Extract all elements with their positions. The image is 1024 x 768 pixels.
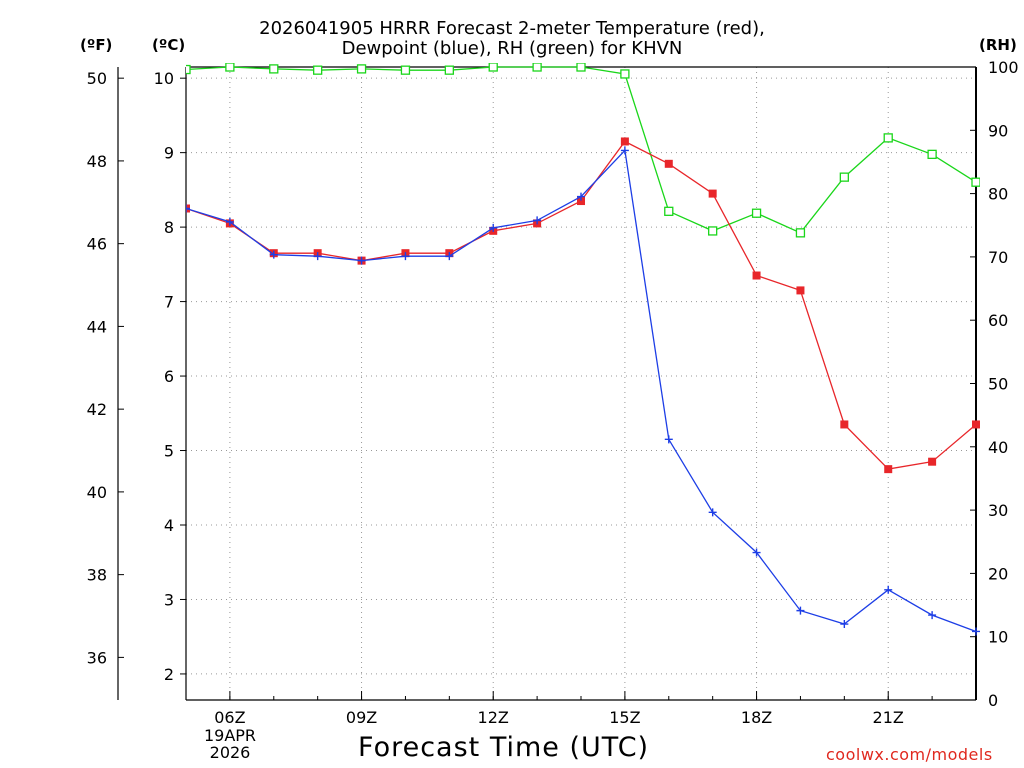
fahrenheit-tick-label: 40: [87, 483, 107, 502]
dewpoint-point: [313, 252, 322, 261]
celsius-tick-label: 9: [164, 144, 174, 163]
rh-point: [751, 208, 762, 218]
rh-tick-label: 80: [988, 185, 1008, 204]
rh-point: [971, 177, 980, 187]
temperature-point: [577, 197, 585, 206]
dewpoint-point: [577, 192, 585, 201]
fahrenheit-tick-label: 42: [87, 400, 107, 419]
rh-point: [488, 63, 498, 72]
date-label-month: 19APR: [203, 726, 257, 745]
celsius-tick-label: 10: [154, 69, 174, 88]
rh-point: [356, 64, 367, 74]
dewpoint-point: [796, 606, 805, 615]
series-group: [186, 63, 980, 636]
dewpoint-point: [401, 252, 410, 261]
temperature-point: [928, 457, 937, 466]
chart-title-line-2: Dewpoint (blue), RH (green) for KHVN: [341, 38, 683, 59]
rh-line: [186, 66, 977, 234]
x-tick-label: 06Z: [214, 708, 245, 727]
temperature-line: [186, 140, 977, 470]
dewpoint-point: [489, 223, 498, 232]
rh-point: [664, 206, 674, 216]
rh-point: [269, 64, 279, 74]
temperature-point: [840, 420, 849, 429]
temperature-point: [708, 189, 717, 198]
rh-tick-label: 20: [988, 564, 1008, 583]
rh-tick-label: 0: [988, 691, 998, 710]
dewpoint-point: [972, 627, 980, 636]
rh-tick-label: 50: [988, 375, 1008, 394]
x-tick-label: 21Z: [873, 708, 904, 727]
rh-point: [313, 65, 323, 75]
dewpoint-point: [708, 508, 717, 517]
rh-tick-label: 60: [988, 311, 1008, 330]
temperature-point: [752, 271, 761, 280]
dewpoint-point: [445, 252, 454, 261]
celsius-axis-unit: (ºC): [152, 36, 186, 54]
fahrenheit-tick-label: 50: [87, 69, 107, 88]
dewpoint-point: [533, 216, 542, 225]
rh-point: [708, 226, 718, 236]
fahrenheit-tick-label: 48: [87, 152, 107, 171]
rh-point: [532, 63, 542, 72]
celsius-tick-label: 8: [164, 218, 174, 237]
dewpoint-point: [840, 620, 849, 629]
x-tick-label: 12Z: [478, 708, 509, 727]
fahrenheit-tick-label: 46: [87, 235, 107, 254]
fahrenheit-tick-label: 36: [87, 648, 107, 667]
celsius-tick-label: 5: [164, 442, 174, 461]
rh-point: [576, 63, 586, 72]
rh-tick-label: 10: [988, 628, 1008, 647]
rh-tick-label: 30: [988, 501, 1008, 520]
rh-tick-label: 70: [988, 248, 1008, 267]
rh-point: [927, 149, 937, 160]
chart-title-line-1: 2026041905 HRRR Forecast 2-meter Tempera…: [259, 18, 765, 39]
x-axis-label: Forecast Time (UTC): [358, 732, 650, 763]
rh-point: [444, 65, 454, 75]
rh-point: [883, 133, 893, 143]
celsius-tick-label: 3: [164, 590, 174, 609]
rh-tick-label: 90: [988, 121, 1008, 140]
x-tick-label: 09Z: [346, 708, 377, 727]
rh-point: [400, 65, 411, 75]
dewpoint-point: [752, 548, 761, 557]
x-tick-label: 15Z: [609, 708, 640, 727]
dewpoint-point: [928, 611, 937, 620]
rh-point: [839, 172, 849, 182]
rh-point: [620, 69, 630, 79]
dewpoint-point: [664, 435, 673, 444]
rh-point: [186, 64, 191, 75]
fahrenheit-tick-label: 38: [87, 566, 107, 585]
rh-tick-label: 40: [988, 438, 1008, 457]
dewpoint-point: [269, 250, 278, 259]
x-tick-label: 18Z: [741, 708, 772, 727]
temperature-point: [884, 465, 893, 474]
celsius-tick-label: 4: [164, 516, 174, 535]
celsius-tick-label: 2: [164, 665, 174, 684]
temperature-point: [664, 159, 673, 168]
fahrenheit-axis-unit: (ºF): [80, 36, 113, 54]
dewpoint-point: [620, 146, 629, 155]
fahrenheit-tick-label: 44: [87, 317, 107, 336]
rh-point: [225, 63, 235, 72]
date-label-year: 2026: [209, 743, 251, 762]
temperature-point: [972, 420, 980, 429]
rh-axis-unit: (RH): [979, 36, 1017, 54]
rh-tick-label: 100: [988, 58, 1019, 77]
celsius-tick-label: 7: [164, 293, 174, 312]
dewpoint-point: [186, 204, 190, 213]
dewpoint-point: [884, 585, 893, 594]
dewpoint-point: [225, 217, 234, 226]
dewpoint-line: [186, 148, 977, 633]
dewpoint-point: [357, 256, 366, 265]
source-credit: coolwx.com/models: [826, 745, 993, 764]
celsius-tick-label: 6: [164, 367, 174, 386]
rh-point: [795, 228, 806, 238]
temperature-point: [796, 286, 805, 295]
temperature-point: [620, 137, 629, 146]
